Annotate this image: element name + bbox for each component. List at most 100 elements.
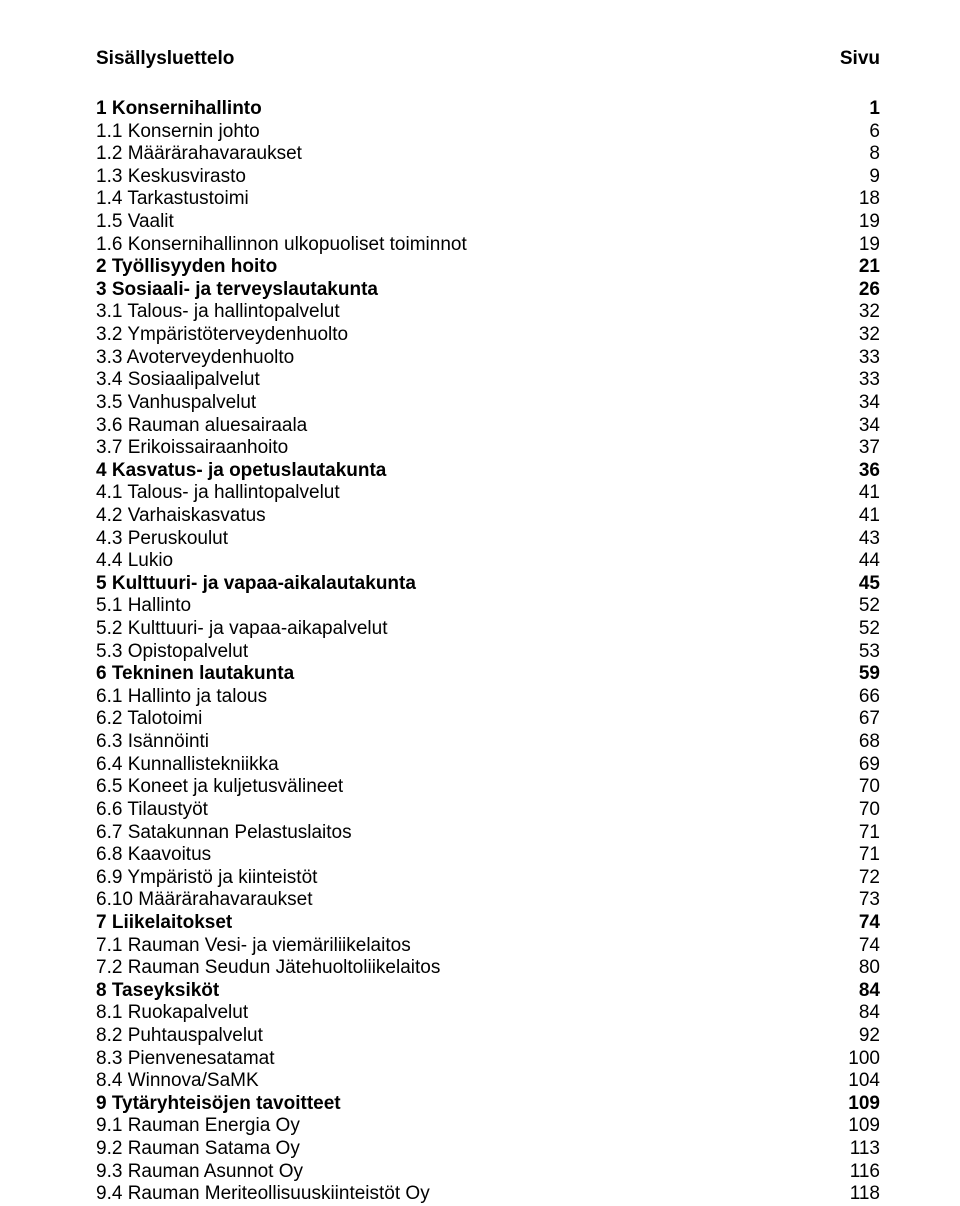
toc-row: 3.3 Avoterveydenhuolto33	[96, 347, 880, 370]
toc-page-number: 26	[830, 279, 880, 302]
toc-row: 3.6 Rauman aluesairaala34	[96, 415, 880, 438]
toc-header: Sisällysluettelo Sivu	[96, 48, 880, 70]
toc-label: 3.1 Talous- ja hallintopalvelut	[96, 301, 830, 324]
toc-page-number: 92	[830, 1025, 880, 1048]
toc-page-number: 8	[830, 143, 880, 166]
toc-row: 8.4 Winnova/SaMK104	[96, 1070, 880, 1093]
toc-label: 4.4 Lukio	[96, 550, 830, 573]
toc-label: 6.7 Satakunnan Pelastuslaitos	[96, 822, 830, 845]
toc-label: 3.5 Vanhuspalvelut	[96, 392, 830, 415]
toc-row: 5.1 Hallinto52	[96, 595, 880, 618]
header-right-title: Sivu	[840, 48, 880, 70]
toc-row: 3.5 Vanhuspalvelut34	[96, 392, 880, 415]
toc-label: 4.2 Varhaiskasvatus	[96, 505, 830, 528]
toc-page-number: 1	[830, 98, 880, 121]
toc-label: 8.4 Winnova/SaMK	[96, 1070, 830, 1093]
toc-page-number: 33	[830, 347, 880, 370]
header-left-title: Sisällysluettelo	[96, 48, 234, 70]
toc-label: 6.4 Kunnallistekniikka	[96, 754, 830, 777]
toc-row: 4.2 Varhaiskasvatus41	[96, 505, 880, 528]
toc-row: 6.1 Hallinto ja talous66	[96, 686, 880, 709]
toc-row: 3.1 Talous- ja hallintopalvelut32	[96, 301, 880, 324]
toc-label: 6.1 Hallinto ja talous	[96, 686, 830, 709]
toc-label: 3.4 Sosiaalipalvelut	[96, 369, 830, 392]
toc-page-number: 74	[830, 912, 880, 935]
toc-row: 3 Sosiaali- ja terveyslautakunta26	[96, 279, 880, 302]
toc-row: 2 Työllisyyden hoito21	[96, 256, 880, 279]
toc-row: 6.3 Isännöinti68	[96, 731, 880, 754]
toc-page-number: 19	[830, 234, 880, 257]
toc-label: 1.3 Keskusvirasto	[96, 166, 830, 189]
toc-label: 9.4 Rauman Meriteollisuuskiinteistöt Oy	[96, 1183, 830, 1206]
toc-page-number: 44	[830, 550, 880, 573]
toc-row: 9 Tytäryhteisöjen tavoitteet109	[96, 1093, 880, 1116]
toc-label: 9.2 Rauman Satama Oy	[96, 1138, 830, 1161]
toc-row: 7 Liikelaitokset74	[96, 912, 880, 935]
toc-row: 4 Kasvatus- ja opetuslautakunta36	[96, 460, 880, 483]
toc-label: 6.2 Talotoimi	[96, 708, 830, 731]
toc-label: 8 Taseyksiköt	[96, 980, 830, 1003]
toc-row: 6 Tekninen lautakunta59	[96, 663, 880, 686]
toc-row: 3.4 Sosiaalipalvelut33	[96, 369, 880, 392]
toc-page-number: 6	[830, 121, 880, 144]
toc-label: 5.2 Kulttuuri- ja vapaa-aikapalvelut	[96, 618, 830, 641]
toc-page-number: 52	[830, 618, 880, 641]
toc-label: 2 Työllisyyden hoito	[96, 256, 830, 279]
toc-row: 1 Konsernihallinto1	[96, 98, 880, 121]
toc-page-number: 100	[830, 1048, 880, 1071]
toc-row: 4.1 Talous- ja hallintopalvelut41	[96, 482, 880, 505]
toc-row: 5.3 Opistopalvelut53	[96, 641, 880, 664]
toc-page-number: 67	[830, 708, 880, 731]
toc-page-number: 73	[830, 889, 880, 912]
toc-row: 3.7 Erikoissairaanhoito37	[96, 437, 880, 460]
toc-row: 7.1 Rauman Vesi- ja viemäriliikelaitos74	[96, 935, 880, 958]
toc-row: 8.1 Ruokapalvelut84	[96, 1002, 880, 1025]
toc-page-number: 52	[830, 595, 880, 618]
toc-label: 9.3 Rauman Asunnot Oy	[96, 1161, 830, 1184]
toc-row: 6.5 Koneet ja kuljetusvälineet70	[96, 776, 880, 799]
toc-row: 1.4 Tarkastustoimi18	[96, 188, 880, 211]
toc-row: 9.3 Rauman Asunnot Oy116	[96, 1161, 880, 1184]
toc-row: 6.9 Ympäristö ja kiinteistöt72	[96, 867, 880, 890]
toc-page-number: 32	[830, 324, 880, 347]
toc-page-number: 71	[830, 844, 880, 867]
toc-page-number: 41	[830, 482, 880, 505]
toc-label: 6.10 Määrärahavaraukset	[96, 889, 830, 912]
toc-page-number: 70	[830, 776, 880, 799]
toc-label: 1.1 Konsernin johto	[96, 121, 830, 144]
toc-page-number: 69	[830, 754, 880, 777]
toc-label: 9.1 Rauman Energia Oy	[96, 1115, 830, 1138]
toc-row: 6.6 Tilaustyöt70	[96, 799, 880, 822]
toc-row: 3.2 Ympäristöterveydenhuolto32	[96, 324, 880, 347]
toc-row: 6.8 Kaavoitus71	[96, 844, 880, 867]
toc-page-number: 71	[830, 822, 880, 845]
toc-label: 6 Tekninen lautakunta	[96, 663, 830, 686]
toc-label: 8.3 Pienvenesatamat	[96, 1048, 830, 1071]
toc-page-number: 109	[830, 1093, 880, 1116]
toc-label: 7.2 Rauman Seudun Jätehuoltoliikelaitos	[96, 957, 830, 980]
toc-label: 3.7 Erikoissairaanhoito	[96, 437, 830, 460]
toc-label: 6.3 Isännöinti	[96, 731, 830, 754]
toc-row: 1.3 Keskusvirasto9	[96, 166, 880, 189]
toc-page-number: 19	[830, 211, 880, 234]
toc-page-number: 70	[830, 799, 880, 822]
toc-row: 6.10 Määrärahavaraukset73	[96, 889, 880, 912]
toc-page-number: 68	[830, 731, 880, 754]
toc-page-number: 109	[830, 1115, 880, 1138]
toc-row: 8.3 Pienvenesatamat100	[96, 1048, 880, 1071]
toc-label: 3 Sosiaali- ja terveyslautakunta	[96, 279, 830, 302]
toc-label: 8.1 Ruokapalvelut	[96, 1002, 830, 1025]
toc-page-number: 34	[830, 415, 880, 438]
toc-label: 7 Liikelaitokset	[96, 912, 830, 935]
toc-page-number: 84	[830, 1002, 880, 1025]
toc-label: 7.1 Rauman Vesi- ja viemäriliikelaitos	[96, 935, 830, 958]
toc-page-number: 34	[830, 392, 880, 415]
toc-page-number: 80	[830, 957, 880, 980]
table-of-contents: 1 Konsernihallinto11.1 Konsernin johto61…	[96, 98, 880, 1206]
toc-label: 1 Konsernihallinto	[96, 98, 830, 121]
toc-row: 9.2 Rauman Satama Oy113	[96, 1138, 880, 1161]
toc-page-number: 21	[830, 256, 880, 279]
toc-row: 5 Kulttuuri- ja vapaa-aikalautakunta45	[96, 573, 880, 596]
toc-page-number: 32	[830, 301, 880, 324]
toc-page-number: 33	[830, 369, 880, 392]
